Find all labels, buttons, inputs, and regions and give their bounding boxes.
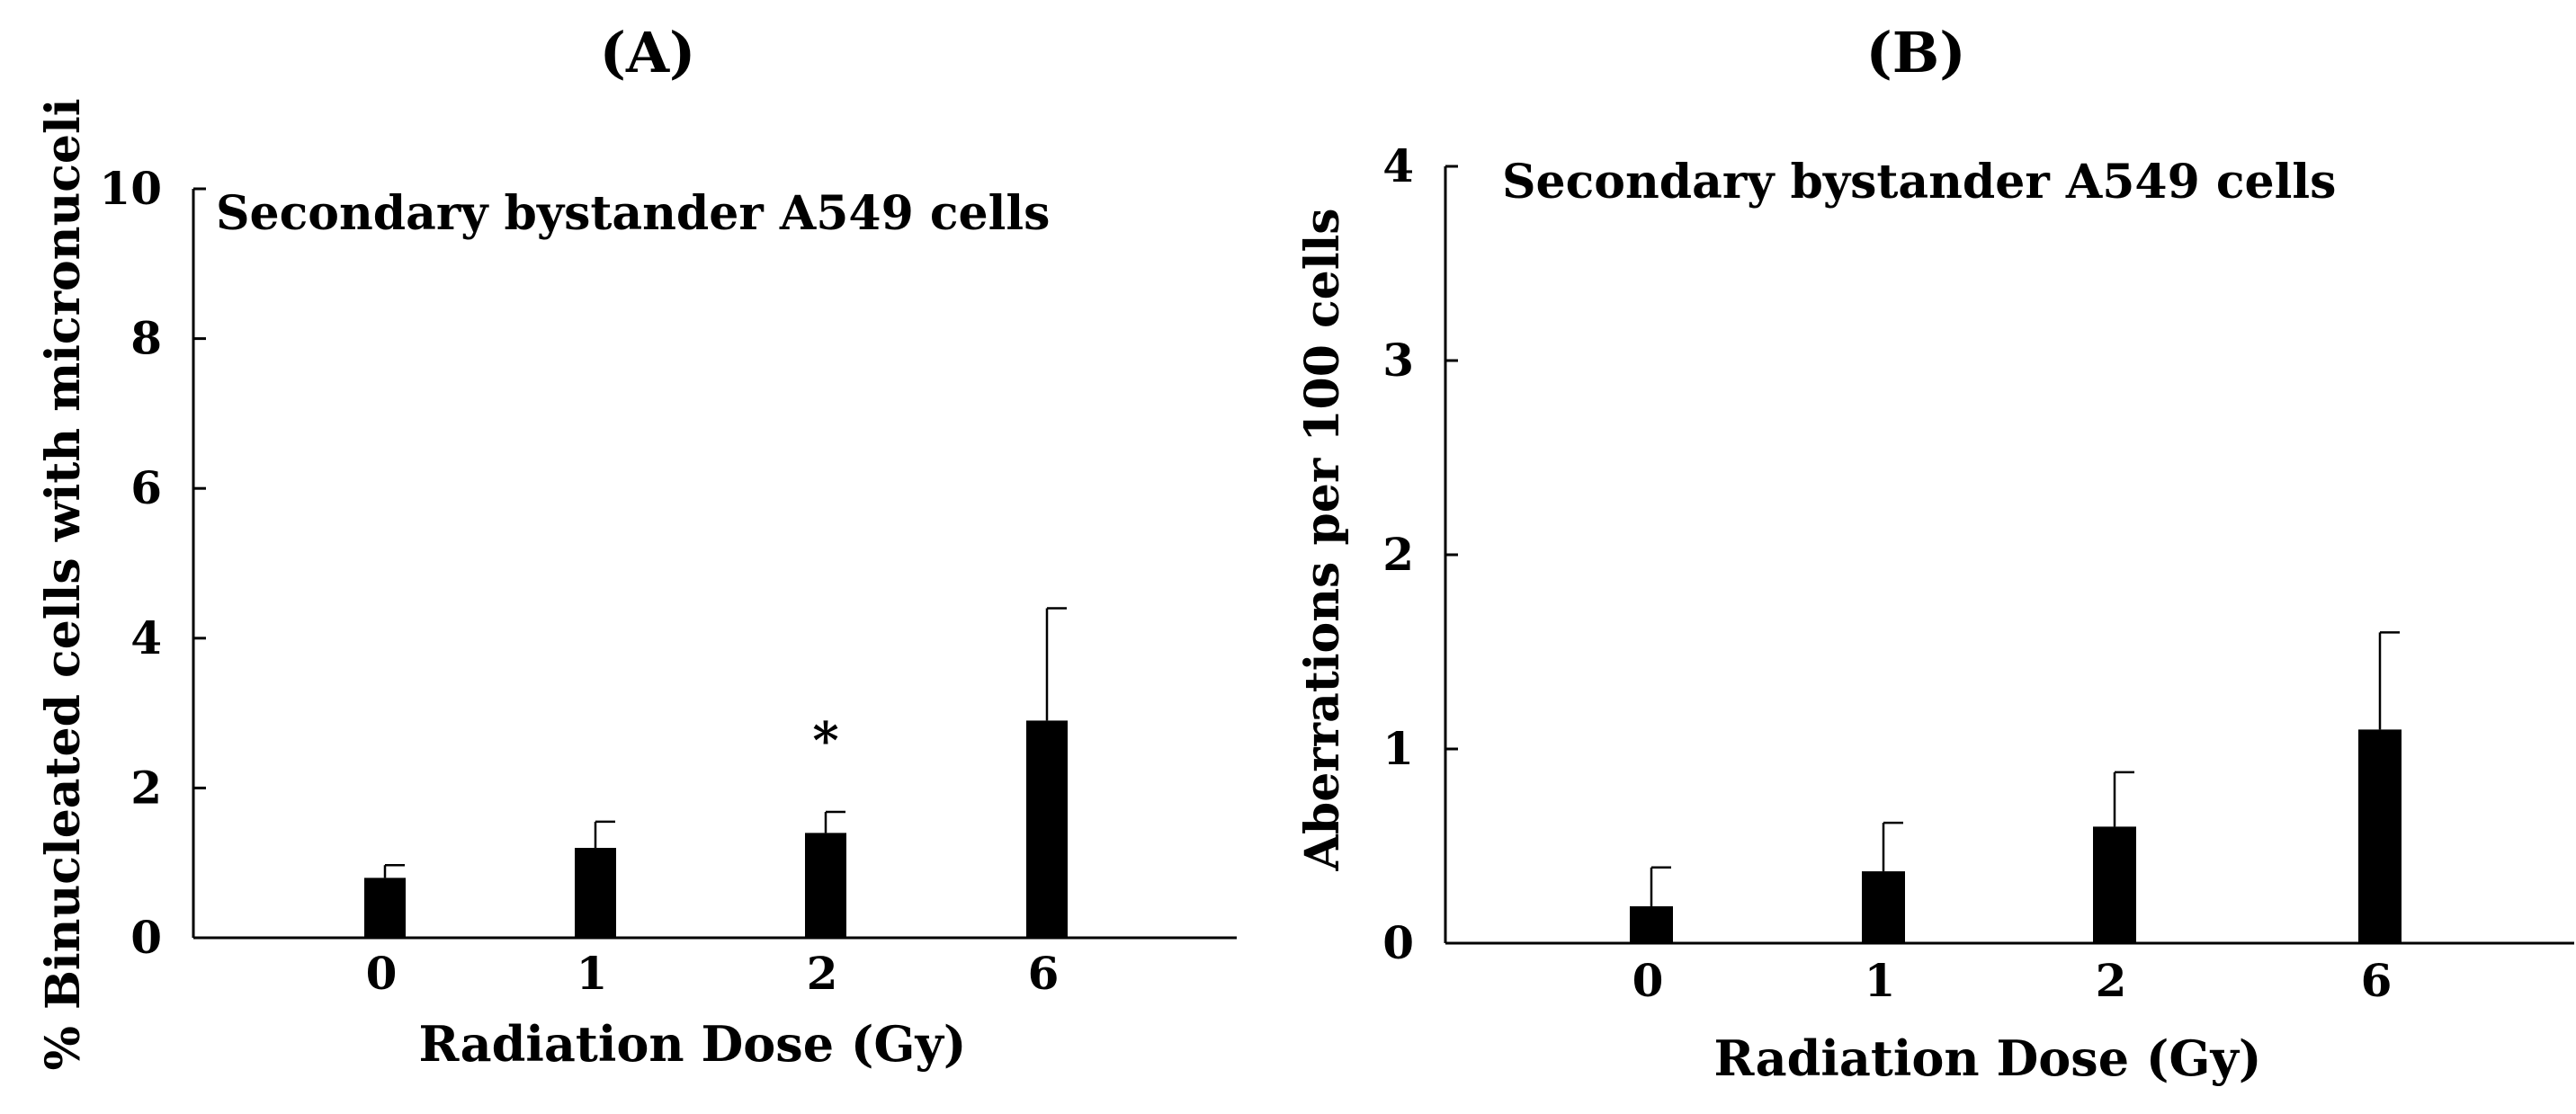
panel-b-label: (B) [1865, 20, 1965, 85]
bar [364, 878, 406, 938]
category-label: 1 [1865, 954, 1896, 1007]
y-tick-label: 2 [130, 761, 162, 814]
bar [2093, 826, 2136, 943]
panel-a-x-axis-label: Radiation Dose (Gy) [419, 1015, 967, 1073]
y-tick-label: 0 [1382, 916, 1414, 969]
y-tick-label: 6 [130, 461, 162, 514]
category-label: 1 [577, 947, 608, 1000]
y-tick-label: 4 [1382, 139, 1414, 192]
significance-marker: * [812, 711, 838, 771]
category-label: 0 [366, 947, 398, 1000]
category-label: 2 [807, 947, 838, 1000]
category-label: 0 [1632, 954, 1664, 1007]
y-tick-label: 1 [1382, 722, 1414, 775]
y-tick-label: 4 [130, 611, 162, 664]
panel-a-title: Secondary bystander A549 cells [216, 186, 1050, 241]
y-tick-label: 8 [130, 312, 162, 365]
panel-a-y-axis-label: % Binucleated cells with micronuceli [36, 98, 91, 1070]
panel-b-y-axis-label: Aberrations per 100 cells [1295, 208, 1350, 871]
panel-b: (B) Secondary bystander A549 cells Radia… [1295, 20, 2574, 1087]
bar [805, 833, 846, 938]
bar [1862, 871, 1905, 943]
y-tick-label: 10 [99, 162, 162, 215]
y-tick-label: 3 [1382, 334, 1414, 387]
category-label: 6 [2361, 954, 2393, 1007]
y-tick-label: 0 [130, 911, 162, 964]
bar [2358, 729, 2402, 943]
panel-b-title: Secondary bystander A549 cells [1502, 155, 2336, 209]
panel-b-x-axis-label: Radiation Dose (Gy) [1714, 1029, 2262, 1087]
panel-a: (A) Secondary bystander A549 cells Radia… [36, 20, 1237, 1073]
panel-a-label: (A) [600, 20, 696, 85]
category-label: 2 [2096, 954, 2127, 1007]
category-label: 6 [1028, 947, 1060, 1000]
bar [1630, 905, 1673, 943]
bar [575, 848, 616, 938]
y-tick-label: 2 [1382, 528, 1414, 581]
bar [1026, 720, 1068, 938]
